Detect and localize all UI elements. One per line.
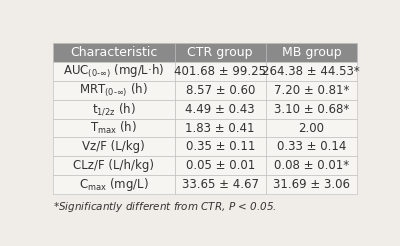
Bar (53, 62, 175, 81)
Text: 7.20 ± 0.81*: 7.20 ± 0.81* (274, 84, 349, 97)
Bar (266, 43, 357, 62)
Text: CLz/F (L/h/kg): CLz/F (L/h/kg) (73, 159, 154, 172)
Text: Vz/F (L/kg): Vz/F (L/kg) (82, 140, 145, 154)
Bar (175, 138, 266, 156)
Bar (175, 43, 266, 62)
Bar (175, 62, 266, 81)
Bar (266, 62, 357, 81)
Bar (266, 100, 357, 119)
Text: 2.00: 2.00 (298, 122, 324, 135)
Text: $\mathrm{T_{max}}$ (h): $\mathrm{T_{max}}$ (h) (90, 120, 137, 136)
Text: CTR group: CTR group (188, 46, 253, 59)
Text: 264.38 ± 44.53*: 264.38 ± 44.53* (262, 65, 360, 78)
Bar (53, 138, 175, 156)
Text: 0.08 ± 0.01*: 0.08 ± 0.01* (274, 159, 349, 172)
Bar (266, 119, 357, 138)
Text: *Significantly different from CTR, $P$ < 0.05.: *Significantly different from CTR, $P$ <… (53, 200, 277, 214)
Bar (175, 100, 266, 119)
Bar (53, 156, 175, 175)
Text: 0.35 ± 0.11: 0.35 ± 0.11 (186, 140, 255, 154)
Text: 8.57 ± 0.60: 8.57 ± 0.60 (186, 84, 255, 97)
Text: $\mathrm{t_{1/2z}}$ (h): $\mathrm{t_{1/2z}}$ (h) (92, 101, 136, 117)
Bar (53, 175, 175, 194)
Text: $\mathrm{C_{max}}$ (mg/L): $\mathrm{C_{max}}$ (mg/L) (79, 176, 149, 193)
Text: 0.33 ± 0.14: 0.33 ± 0.14 (277, 140, 346, 154)
Text: 4.49 ± 0.43: 4.49 ± 0.43 (185, 103, 255, 116)
Bar (266, 81, 357, 100)
Bar (175, 175, 266, 194)
Bar (266, 156, 357, 175)
Bar (175, 119, 266, 138)
Text: 0.05 ± 0.01: 0.05 ± 0.01 (186, 159, 255, 172)
Text: $\mathrm{MRT_{(0\text{-}\infty)}}$ (h): $\mathrm{MRT_{(0\text{-}\infty)}}$ (h) (80, 81, 148, 99)
Text: 31.69 ± 3.06: 31.69 ± 3.06 (273, 178, 350, 191)
Text: MB group: MB group (282, 46, 341, 59)
Bar (266, 175, 357, 194)
Text: $\mathrm{AUC_{(0\text{-}\infty)}}$ (mg/L·h): $\mathrm{AUC_{(0\text{-}\infty)}}$ (mg/L… (63, 62, 164, 80)
Bar (53, 119, 175, 138)
Bar (53, 100, 175, 119)
Bar (175, 81, 266, 100)
Bar (266, 138, 357, 156)
Bar (175, 156, 266, 175)
Bar (53, 81, 175, 100)
Text: 33.65 ± 4.67: 33.65 ± 4.67 (182, 178, 259, 191)
Text: 401.68 ± 99.25: 401.68 ± 99.25 (174, 65, 266, 78)
Bar (53, 43, 175, 62)
Text: 1.83 ± 0.41: 1.83 ± 0.41 (186, 122, 255, 135)
Text: 3.10 ± 0.68*: 3.10 ± 0.68* (274, 103, 349, 116)
Text: Characteristic: Characteristic (70, 46, 158, 59)
